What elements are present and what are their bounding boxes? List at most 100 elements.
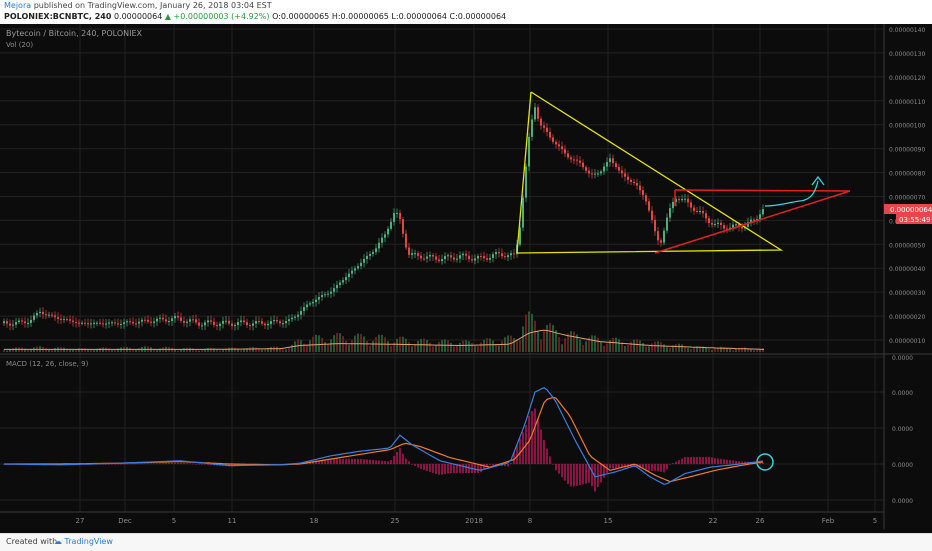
- volume-bar: [429, 342, 431, 352]
- volume-bar: [741, 347, 743, 352]
- volume-bar: [654, 341, 656, 352]
- candle-body: [216, 324, 218, 327]
- volume-bar: [108, 348, 110, 352]
- volume-bar: [528, 311, 530, 352]
- macd-hist-bar: [534, 408, 536, 464]
- candle-body: [309, 303, 311, 305]
- volume-bar: [198, 350, 200, 352]
- candle-body: [339, 282, 341, 285]
- volume-bar: [738, 347, 740, 352]
- candle-body: [696, 210, 698, 212]
- candle-body: [198, 322, 200, 326]
- volume-bar: [177, 350, 179, 352]
- candle-body: [621, 170, 623, 174]
- macd-hist-bar: [729, 460, 731, 464]
- volume-bar: [408, 342, 410, 352]
- candle-body: [42, 311, 44, 315]
- macd-hist-bar: [486, 464, 488, 468]
- volume-bar: [624, 346, 626, 352]
- candle-body: [96, 322, 98, 324]
- macd-hist-bar: [648, 464, 650, 471]
- candle-body: [465, 253, 467, 256]
- volume-bar: [582, 345, 584, 352]
- macd-hist-bar: [195, 463, 197, 465]
- candle-body: [654, 219, 656, 232]
- volume-bar: [756, 349, 758, 352]
- candle-body: [501, 253, 503, 257]
- candle-body: [627, 176, 629, 180]
- drawings: [516, 91, 851, 471]
- volume-bar: [648, 346, 650, 352]
- volume-bar: [306, 344, 308, 352]
- chart-canvas[interactable]: 0.00000140 0.00000130 0.00000120 0.00000110…: [0, 24, 932, 534]
- candle-body: [321, 295, 323, 298]
- candle-body: [174, 315, 176, 319]
- macd-hist-bar: [474, 464, 476, 473]
- volume-bar: [621, 342, 623, 352]
- volume-bar: [48, 349, 50, 352]
- candle-body: [669, 208, 671, 218]
- volume-bar: [519, 339, 521, 352]
- volume-bar: [24, 348, 26, 352]
- macd-hist-bar: [507, 464, 509, 467]
- candle-body: [435, 256, 437, 260]
- volume-bar: [618, 339, 620, 352]
- candle-body: [132, 321, 134, 324]
- macd-hist-bar: [450, 464, 452, 473]
- volume-bar: [699, 346, 701, 352]
- volume-bar: [30, 348, 32, 352]
- macd-tick-label: 0.0000: [892, 355, 913, 362]
- volume-bar: [639, 340, 641, 352]
- volume-bar: [432, 346, 434, 352]
- macd-hist-bar: [318, 460, 320, 464]
- y-tick-label: 0.00000050: [889, 242, 925, 249]
- volume-bar: [390, 346, 392, 352]
- volume-bar: [558, 337, 560, 352]
- volume-bar: [441, 339, 443, 352]
- volume-bar: [396, 338, 398, 352]
- publish-info: published on TradingView.com, January 26…: [33, 1, 272, 10]
- candle-body: [33, 315, 35, 320]
- candle-body: [126, 321, 128, 323]
- volume-bar: [720, 346, 722, 352]
- macd-hist-bar: [762, 462, 764, 464]
- candle-body: [93, 322, 95, 324]
- candle-body: [249, 325, 251, 327]
- macd-hist-bar: [390, 460, 392, 464]
- macd-hist-bar: [585, 464, 587, 484]
- triangle-left-edge: [516, 91, 532, 254]
- volume-bar: [261, 349, 263, 352]
- macd-hist-bar: [336, 458, 338, 464]
- volume-bar: [369, 345, 371, 352]
- candle-body: [258, 321, 260, 323]
- candle-body: [285, 321, 287, 324]
- volume-bar: [723, 347, 725, 352]
- volume-bar: [663, 344, 665, 352]
- candle-body: [609, 158, 611, 163]
- candle-body: [429, 254, 431, 257]
- macd-hist-bar: [570, 464, 572, 487]
- volume-bar: [318, 335, 320, 352]
- macd-hist-bar: [561, 464, 563, 478]
- macd-hist-bar: [120, 463, 122, 465]
- candle-body: [741, 226, 743, 229]
- volume-bar: [600, 341, 602, 352]
- y-tick-label: 0.00000030: [889, 290, 925, 297]
- candle-body: [459, 255, 461, 259]
- macd-line: [4, 387, 764, 485]
- volume-bar: [537, 330, 539, 352]
- candle-body: [213, 321, 215, 325]
- volume-bar: [612, 338, 614, 352]
- candle-body: [480, 255, 482, 257]
- y-tick-label: 0.00000070: [889, 194, 925, 201]
- macd-hist-bar: [438, 464, 440, 475]
- author-link[interactable]: Mejora: [4, 1, 32, 10]
- macd-hist-bar: [177, 462, 179, 464]
- macd-hist-bar: [105, 464, 107, 465]
- candle-body: [63, 319, 65, 321]
- x-tick-label: 18: [310, 517, 319, 525]
- candle-body: [312, 301, 314, 304]
- macd-hist-bar: [480, 464, 482, 473]
- ohlc-open: O:0.00000065: [272, 12, 330, 21]
- candle-body: [21, 320, 23, 322]
